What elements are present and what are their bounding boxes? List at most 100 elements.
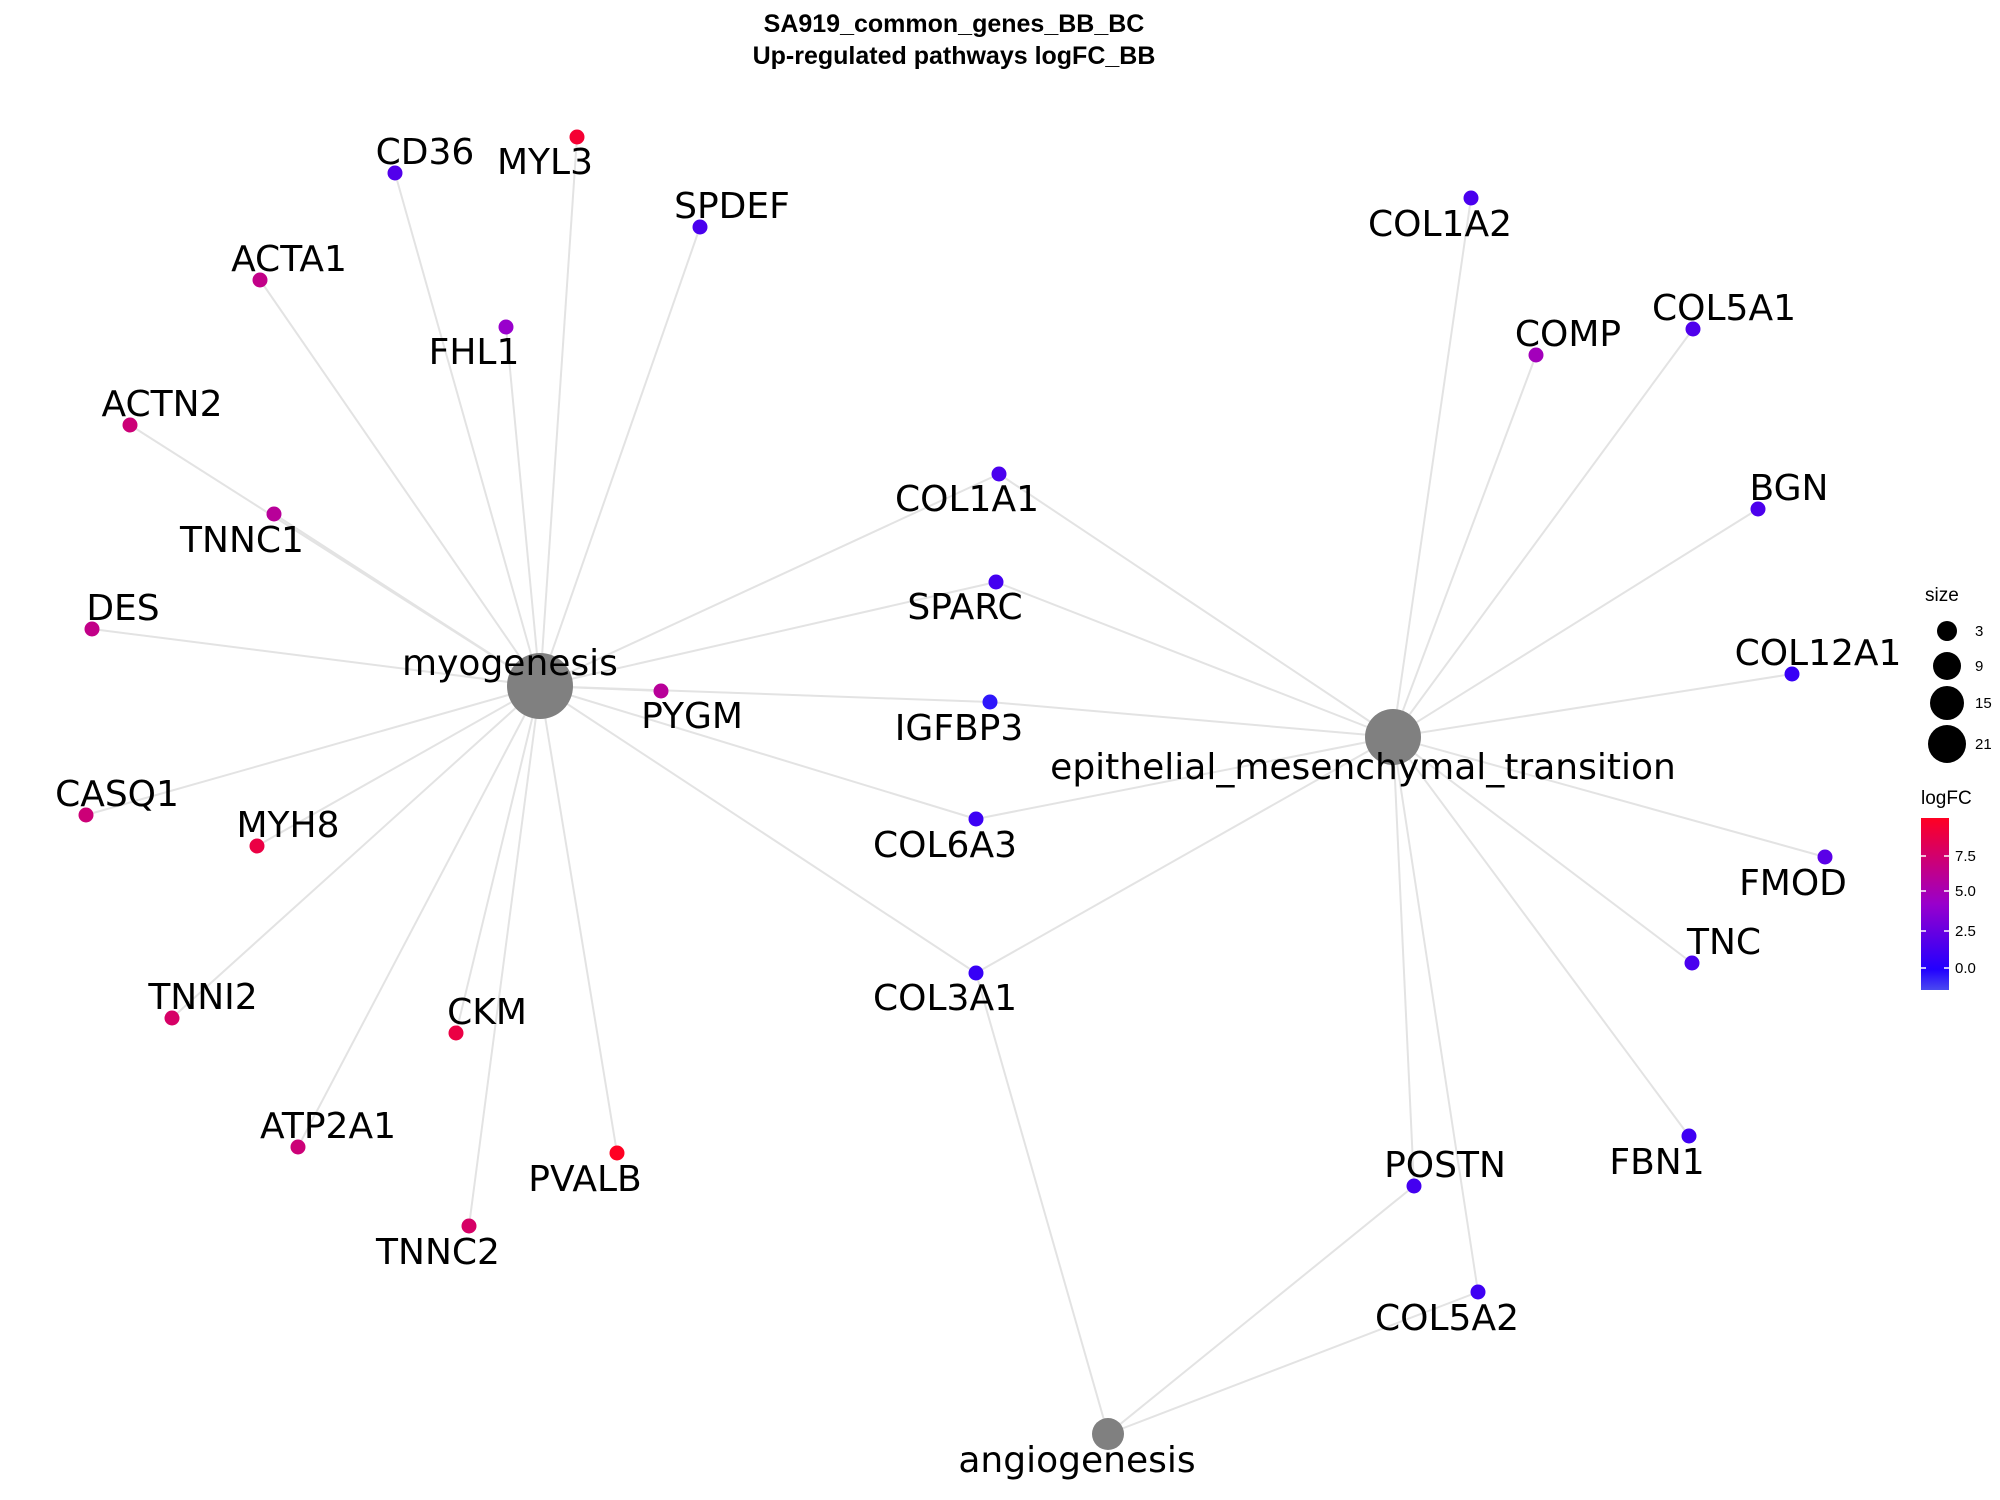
edge-emt-col3a1 xyxy=(975,736,1394,974)
edge-angiogenesis-col3a1 xyxy=(975,972,1109,1435)
gene-node-pygm xyxy=(653,683,669,699)
edge-myogenesis-tnnc2 xyxy=(468,685,541,1227)
edge-myogenesis-pvalb xyxy=(539,685,618,1154)
gene-label-sparc: SPARC xyxy=(907,587,1022,628)
gene-label-col12a1: COL12A1 xyxy=(1735,633,1902,674)
gene-node-fbn1 xyxy=(1681,1128,1697,1144)
nodes-layer xyxy=(78,129,1833,1450)
edge-emt-comp xyxy=(1392,354,1537,738)
edge-myogenesis-fhl1 xyxy=(505,326,541,687)
edge-myogenesis-col3a1 xyxy=(539,685,977,974)
gene-label-col1a2: COL1A2 xyxy=(1368,204,1512,245)
gene-node-fhl1 xyxy=(498,319,514,335)
edge-myogenesis-ckm xyxy=(455,685,541,1034)
size-legend-dot xyxy=(1930,686,1964,720)
edge-emt-bgn xyxy=(1392,508,1759,738)
pathway-node-myogenesis xyxy=(507,653,573,719)
gene-node-col5a1 xyxy=(1685,321,1701,337)
gene-node-comp xyxy=(1528,347,1544,363)
gene-label-spdef: SPDEF xyxy=(674,186,790,227)
gene-node-actn2 xyxy=(122,417,138,433)
edge-myogenesis-spdef xyxy=(539,226,701,687)
edge-myogenesis-col1a1 xyxy=(539,473,1000,687)
edge-myogenesis-acta1 xyxy=(259,279,541,687)
gene-label-atp2a1: ATP2A1 xyxy=(260,1106,396,1147)
size-legend-label: 3 xyxy=(1975,623,1983,640)
gene-label-casq1: CASQ1 xyxy=(55,774,179,815)
gene-node-tnnc1 xyxy=(266,506,282,522)
gene-node-myl3 xyxy=(569,129,585,145)
edge-myogenesis-des xyxy=(91,628,541,687)
pathway-node-angiogenesis xyxy=(1092,1418,1124,1450)
edge-myogenesis-tnnc1 xyxy=(273,513,541,687)
gene-label-col5a1: COL5A1 xyxy=(1652,288,1796,329)
size-legend-title: size xyxy=(1925,585,1959,606)
edge-emt-col5a1 xyxy=(1392,328,1694,738)
gene-label-comp: COMP xyxy=(1515,314,1621,355)
edge-myogenesis-atp2a1 xyxy=(297,685,541,1148)
chart-subtitle: Up-regulated pathways logFC_BB xyxy=(753,42,1156,70)
edge-emt-col6a3 xyxy=(975,736,1394,820)
gene-label-col6a3: COL6A3 xyxy=(873,825,1017,866)
gene-node-postn xyxy=(1406,1178,1422,1194)
edge-emt-sparc xyxy=(995,581,1394,738)
colorbar-tick-label: 5.0 xyxy=(1955,883,1976,900)
gene-label-actn2: ACTN2 xyxy=(102,384,223,425)
size-legend-dot xyxy=(1933,652,1961,680)
gene-label-tnc: TNC xyxy=(1686,922,1761,963)
gene-label-myh8: MYH8 xyxy=(236,805,339,846)
gene-node-acta1 xyxy=(252,272,268,288)
gene-label-tnnc2: TNNC2 xyxy=(375,1232,500,1273)
gene-label-fmod: FMOD xyxy=(1739,863,1847,904)
edge-emt-col1a2 xyxy=(1392,197,1472,738)
edge-emt-fmod xyxy=(1392,736,1826,858)
gene-node-col1a1 xyxy=(991,466,1007,482)
gene-label-pygm: PYGM xyxy=(641,696,743,737)
gene-node-sparc xyxy=(988,574,1004,590)
edge-emt-col12a1 xyxy=(1392,673,1793,738)
gene-node-fmod xyxy=(1817,849,1833,865)
gene-label-igfbp3: IGFBP3 xyxy=(895,708,1024,749)
edge-myogenesis-tnni2 xyxy=(171,685,541,1019)
gene-label-tnni2: TNNI2 xyxy=(147,977,257,1018)
gene-node-myh8 xyxy=(249,838,265,854)
size-legend-label: 9 xyxy=(1975,658,1983,675)
gene-label-fbn1: FBN1 xyxy=(1609,1142,1704,1183)
edge-myogenesis-cd36 xyxy=(394,172,541,687)
edge-angiogenesis-col5a2 xyxy=(1107,1291,1479,1435)
gene-node-pvalb xyxy=(609,1145,625,1161)
logfc-colorbar xyxy=(1921,818,1949,990)
gene-node-col6a3 xyxy=(968,811,984,827)
gene-node-atp2a1 xyxy=(290,1139,306,1155)
chart-title: SA919_common_genes_BB_BC xyxy=(764,10,1145,38)
gene-node-tnc xyxy=(1684,955,1700,971)
gene-label-col3a1: COL3A1 xyxy=(873,978,1017,1019)
colorbar-tick-label: 0.0 xyxy=(1955,960,1976,977)
edge-emt-igfbp3 xyxy=(989,701,1394,738)
edge-emt-col5a2 xyxy=(1392,736,1479,1293)
gene-node-des xyxy=(84,621,100,637)
gene-label-ckm: CKM xyxy=(447,992,527,1033)
gene-label-bgn: BGN xyxy=(1750,468,1829,509)
edges-layer xyxy=(85,136,1826,1435)
gene-node-igfbp3 xyxy=(982,694,998,710)
colorbar-tick-label: 7.5 xyxy=(1955,848,1976,865)
gene-label-des: DES xyxy=(86,588,159,629)
gene-label-acta1: ACTA1 xyxy=(231,239,347,280)
pathway-label-myogenesis: myogenesis xyxy=(402,643,618,684)
edge-angiogenesis-postn xyxy=(1107,1185,1415,1435)
gene-label-cd36: CD36 xyxy=(376,132,475,173)
gene-label-tnnc1: TNNC1 xyxy=(179,520,304,561)
size-legend-label: 21 xyxy=(1975,736,1992,753)
gene-label-fhl1: FHL1 xyxy=(429,332,520,373)
edge-myogenesis-col6a3 xyxy=(539,685,977,820)
edge-emt-fbn1 xyxy=(1392,736,1690,1137)
color-legend-ticks: 7.5 5.0 2.5 0.0 xyxy=(1921,848,1976,977)
edge-myogenesis-igfbp3 xyxy=(539,685,991,703)
gene-node-col1a2 xyxy=(1463,190,1479,206)
size-legend-entries: 3 9 15 21 xyxy=(1928,621,1992,763)
pathway-label-epithelial-mesenchymal-transition: epithelial_mesenchymal_transition xyxy=(1050,747,1676,788)
edge-myogenesis-myl3 xyxy=(539,136,578,687)
legend: size 3 9 15 21 logFC 7.5 5.0 2.5 0.0 xyxy=(1921,585,1992,990)
gene-node-ckm xyxy=(448,1025,464,1041)
